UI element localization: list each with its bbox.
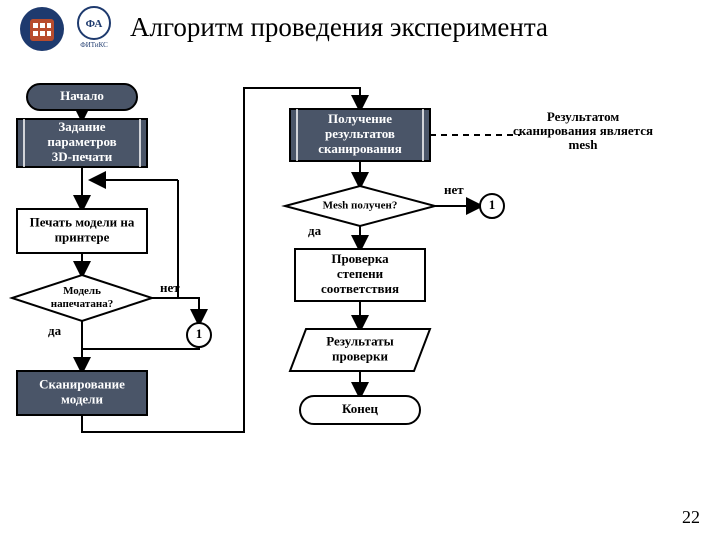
- svg-text:модели: модели: [61, 391, 103, 406]
- svg-text:степени: степени: [337, 266, 384, 281]
- label-d1_no: нет: [160, 280, 180, 295]
- svg-text:напечатана?: напечатана?: [51, 298, 113, 310]
- node-conn_r: 1: [480, 194, 504, 218]
- svg-text:Результаты: Результаты: [326, 334, 394, 349]
- label-d2_no: нет: [444, 182, 464, 197]
- node-d1: Модельнапечатана?: [12, 275, 152, 321]
- svg-text:сканирования: сканирования: [318, 141, 401, 156]
- node-setp: Заданиепараметров3D-печати: [17, 119, 147, 167]
- svg-text:параметров: параметров: [47, 134, 116, 149]
- node-end: Конец: [300, 396, 420, 424]
- svg-text:Получение: Получение: [328, 111, 392, 126]
- node-io: Результатыпроверки: [290, 329, 430, 371]
- node-d2: Mesh получен?: [285, 186, 435, 226]
- node-conn_l: 1: [187, 323, 211, 347]
- svg-text:1: 1: [489, 197, 496, 212]
- svg-text:Печать модели на: Печать модели на: [30, 215, 135, 230]
- node-print: Печать модели напринтере: [17, 209, 147, 253]
- svg-text:Модель: Модель: [63, 285, 101, 297]
- svg-text:Конец: Конец: [342, 401, 379, 416]
- node-check: Проверкастепенисоответствия: [295, 249, 425, 301]
- svg-text:принтере: принтере: [55, 229, 110, 244]
- svg-text:1: 1: [196, 326, 203, 341]
- svg-text:Задание: Задание: [58, 119, 105, 134]
- edge-d1_no: [152, 298, 199, 323]
- annotation-mesh: Результатомсканирования являетсяmesh: [513, 109, 653, 152]
- label-d2_yes: да: [308, 223, 322, 238]
- svg-text:Mesh получен?: Mesh получен?: [323, 200, 398, 212]
- flowchart: Начало Заданиепараметров3D-печати Печать м…: [0, 0, 720, 540]
- svg-text:Результатом: Результатом: [547, 109, 620, 124]
- svg-text:проверки: проверки: [332, 348, 388, 363]
- label-d1_yes: да: [48, 323, 62, 338]
- node-start: Начало: [27, 84, 137, 110]
- svg-text:результатов: результатов: [325, 126, 395, 141]
- svg-text:mesh: mesh: [569, 137, 599, 152]
- node-scan: Сканированиемодели: [17, 371, 147, 415]
- svg-text:соответствия: соответствия: [321, 281, 399, 296]
- svg-text:сканирования является: сканирования является: [513, 123, 653, 138]
- svg-text:Начало: Начало: [60, 88, 104, 103]
- edge-conn_l: [82, 347, 199, 349]
- svg-text:3D-печати: 3D-печати: [52, 149, 113, 164]
- node-getres: Получениерезультатовсканирования: [290, 109, 430, 161]
- svg-text:Сканирование: Сканирование: [39, 377, 125, 392]
- svg-text:Проверка: Проверка: [331, 251, 389, 266]
